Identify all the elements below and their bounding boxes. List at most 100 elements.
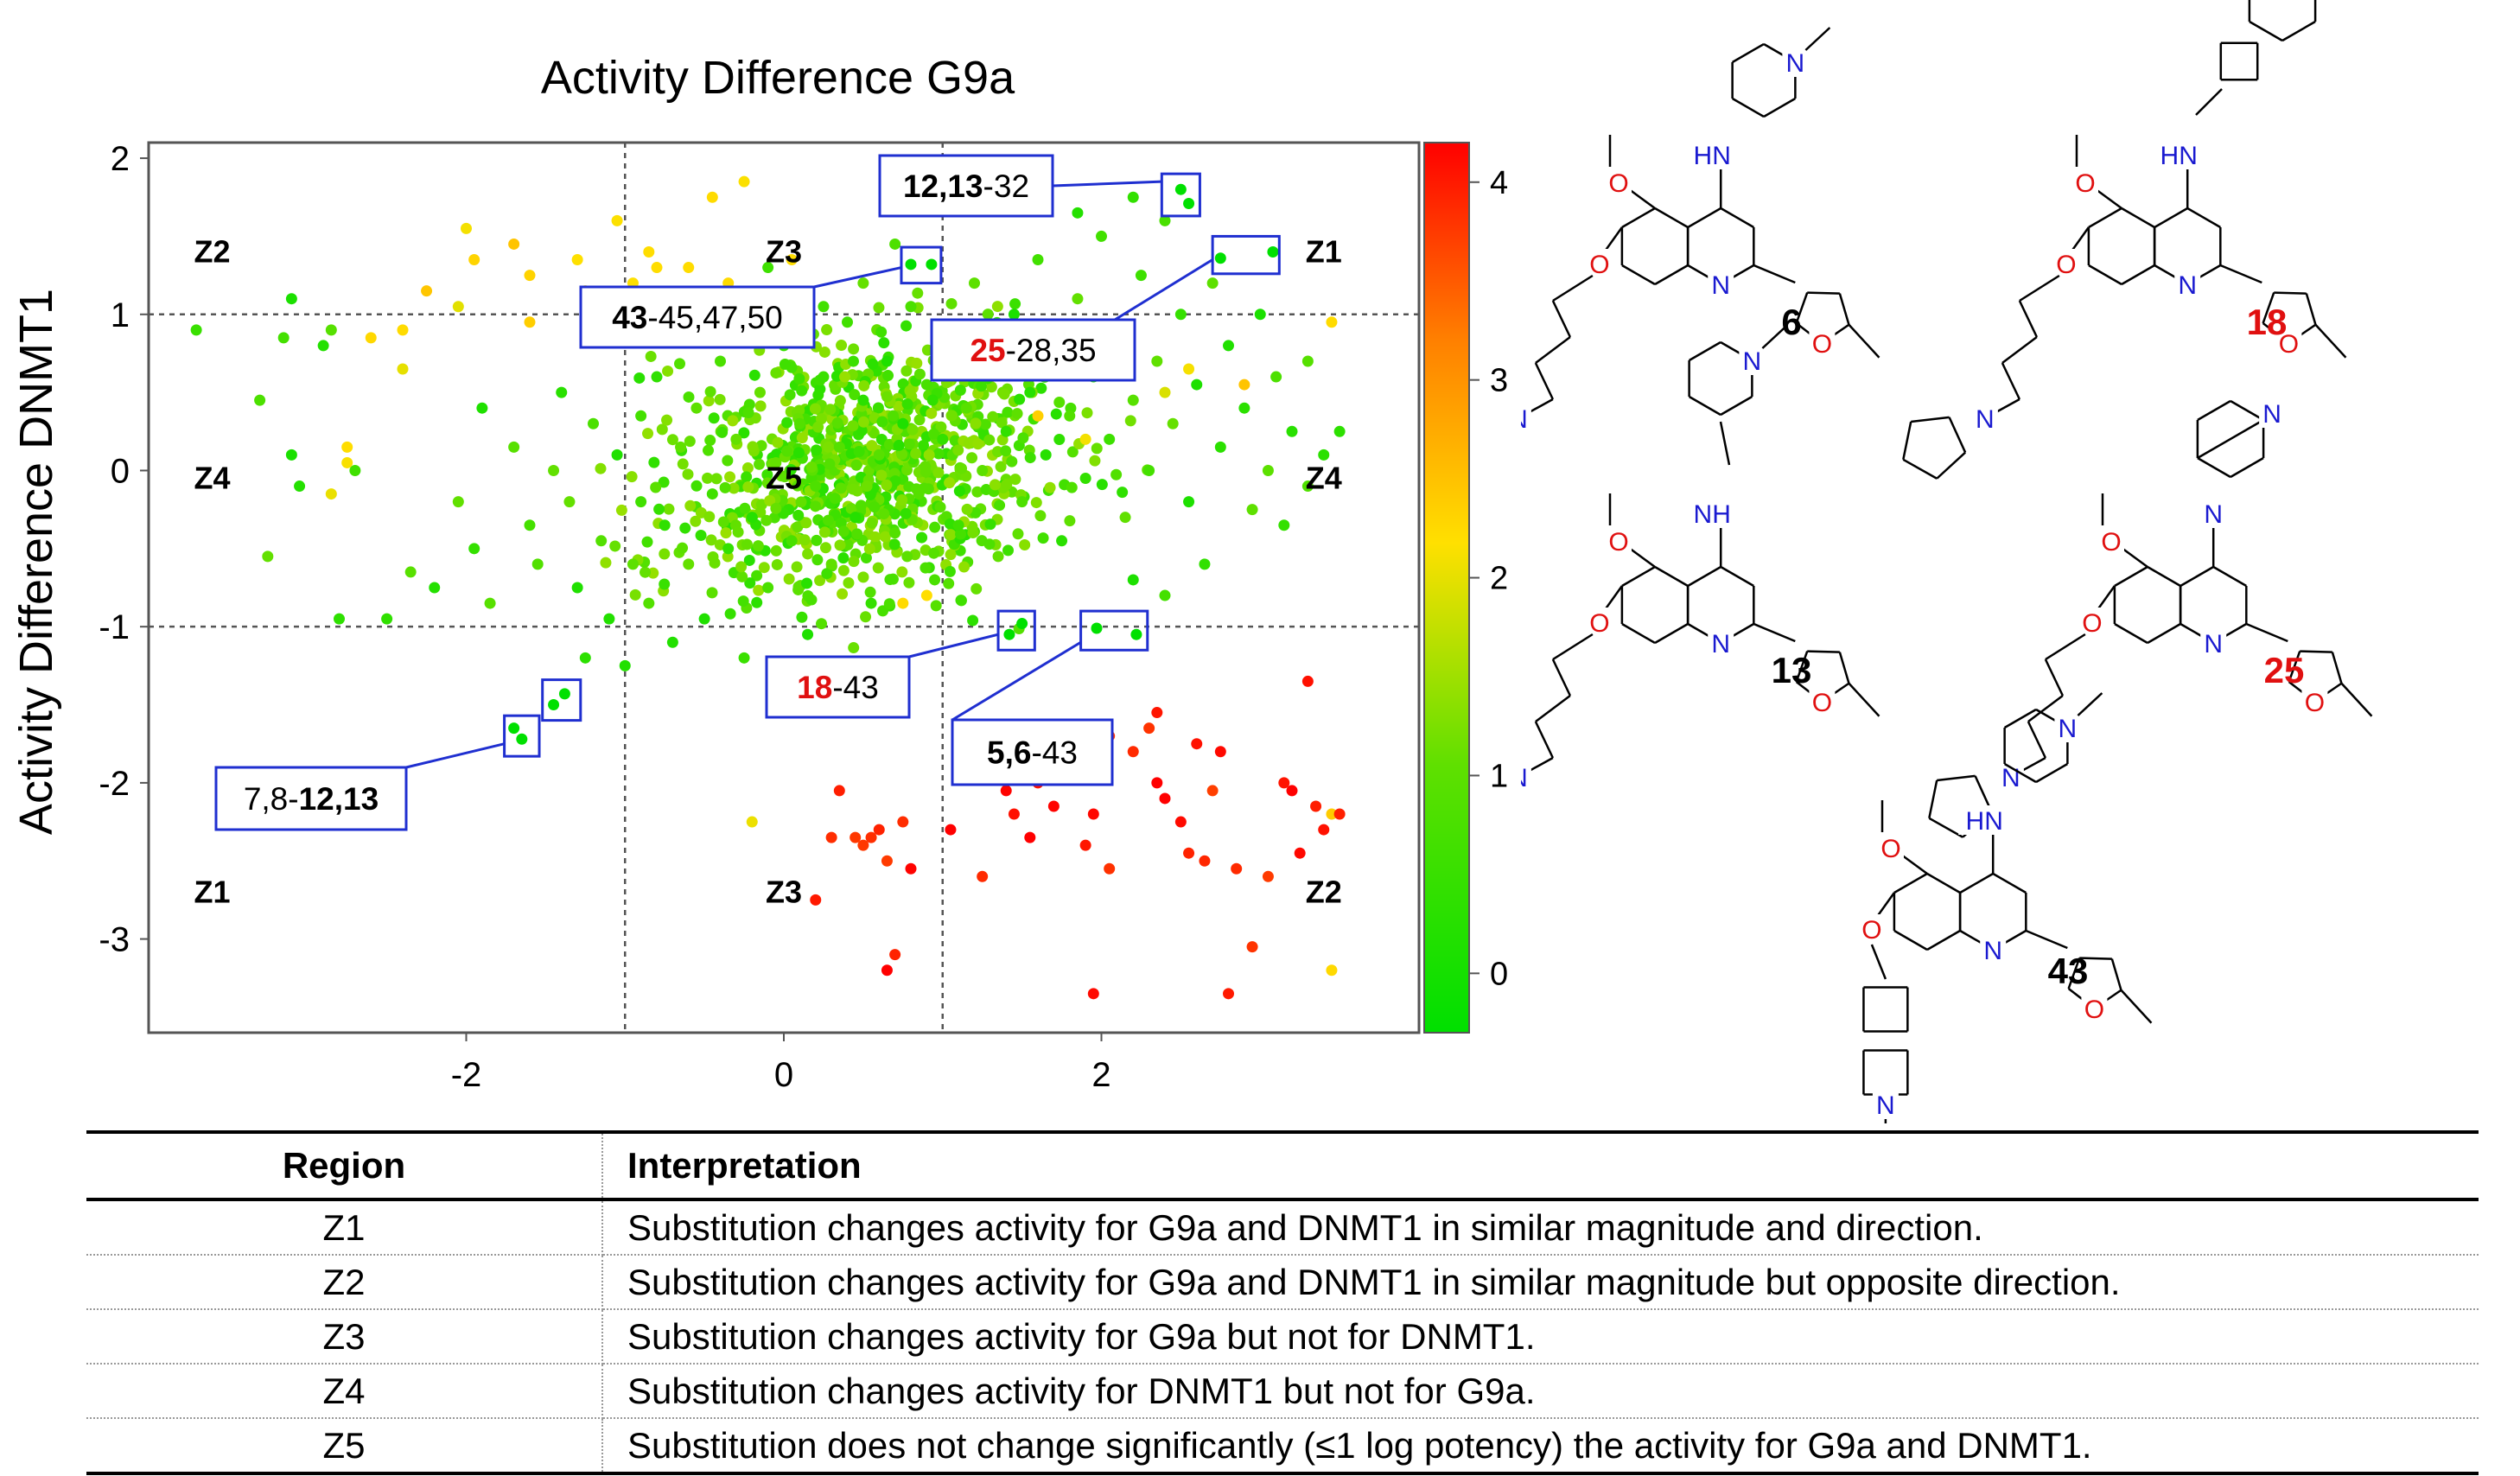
highlighted-point — [1091, 622, 1103, 634]
scatter-point — [262, 550, 274, 563]
scatter-point — [873, 824, 885, 836]
scatter-point — [1017, 432, 1029, 444]
scatter-point — [966, 452, 978, 464]
data-points — [190, 175, 1346, 1000]
highlighted-point — [926, 258, 938, 270]
scatter-point — [987, 410, 999, 423]
scatter-point — [1214, 746, 1226, 758]
scatter-point — [983, 538, 996, 550]
scatter-point — [690, 515, 702, 527]
scatter-point — [658, 476, 670, 488]
scatter-point — [739, 502, 751, 514]
atom-mask — [1708, 628, 1734, 658]
scatter-point — [325, 488, 337, 500]
scatter-point — [985, 381, 997, 393]
molecule-structures: NHNOOONNNHNOOONNNNHOOONNNNOOONNNHNOOONN … — [1521, 0, 2373, 1123]
scatter-point — [679, 522, 691, 534]
scatter-point — [1002, 406, 1014, 418]
scatter-point — [929, 574, 941, 586]
scatter-point — [349, 464, 361, 476]
atom-label: O — [2056, 251, 2076, 279]
scatter-point — [1183, 847, 1195, 859]
scatter-point — [738, 427, 750, 439]
bond — [2314, 323, 2347, 359]
scatter-point — [683, 391, 695, 403]
zone-label: Z4 — [1306, 461, 1342, 496]
highlighted-point — [1174, 183, 1187, 195]
atom-label: HN — [1966, 807, 2003, 836]
molecule-drawing: N HN O O O N N — [1521, 27, 1880, 434]
scatter-point — [1167, 417, 1179, 429]
scatter-point — [1159, 214, 1171, 226]
scatter-point — [744, 577, 756, 589]
atom-label: O — [1812, 689, 1832, 717]
callout-box — [579, 285, 816, 349]
bond — [1534, 362, 1555, 400]
bond — [1689, 395, 1721, 417]
scatter-point — [811, 554, 824, 566]
scatter-point — [889, 527, 901, 539]
bond — [2088, 207, 2122, 229]
scatter-point — [799, 534, 811, 546]
scatter-point — [992, 550, 1004, 563]
scatter-point — [1231, 862, 1243, 875]
scatter-point — [805, 594, 818, 606]
scatter-point — [793, 417, 805, 429]
bond — [2035, 762, 2068, 784]
bond — [1552, 633, 1594, 661]
atom-mask — [1606, 526, 1632, 556]
atom-label: HN — [2160, 142, 2198, 170]
scatter-point — [770, 544, 782, 557]
scatter-point — [1000, 425, 1012, 437]
bond — [1689, 340, 1721, 362]
scatter-point — [912, 287, 924, 299]
scatter-point — [911, 357, 923, 369]
atom-mask — [1686, 140, 1739, 169]
molecule-group: NHNOOONNNHNOOONNNNHOOONNNNOOONNNHNOOONN — [1521, 0, 2373, 1123]
atom-mask — [1878, 833, 1904, 862]
atom-mask — [1586, 608, 1613, 637]
scatter-point — [847, 483, 859, 495]
scatter-point — [684, 436, 696, 448]
scatter-point — [869, 501, 881, 513]
scatter-point — [1034, 510, 1047, 522]
colorbar-ticks: 0 1 2 3 4 — [1469, 165, 1508, 992]
scatter-point — [1301, 675, 1314, 687]
scatter-point — [792, 509, 805, 521]
highlighted-point — [1130, 628, 1142, 640]
scatter-point — [920, 466, 932, 478]
header-interpretation: Interpretation — [602, 1130, 2479, 1201]
scatter-point — [945, 824, 957, 836]
scatter-point — [825, 831, 837, 843]
bond — [2070, 226, 2090, 252]
scatter-point — [1096, 479, 1108, 491]
bond — [2001, 362, 2021, 400]
callout-leader — [1052, 180, 1162, 188]
scatter-point — [1278, 777, 1290, 789]
scatter-point — [1286, 785, 1298, 797]
scatter-point — [857, 839, 869, 851]
scatter-point — [991, 301, 1003, 313]
scatter-point — [635, 410, 647, 422]
scatter-point — [996, 417, 1008, 429]
scatter-point — [595, 462, 607, 474]
scatter-point — [875, 326, 888, 338]
region-cell: Z5 — [86, 1418, 603, 1475]
scatter-point — [1199, 558, 1211, 570]
scatter-point — [1081, 407, 1093, 419]
table-row: Z5 Substitution does not change signific… — [86, 1418, 2479, 1475]
bond — [2219, 264, 2262, 284]
y-axis-title: Activity Difference DNMT1 — [10, 289, 62, 835]
scatter-point — [659, 519, 671, 531]
atom-mask — [1739, 346, 1766, 375]
atom-mask — [2153, 140, 2205, 169]
bond — [1902, 458, 1938, 480]
bond — [2121, 207, 2155, 229]
scatter-point — [961, 503, 973, 515]
bond — [1534, 721, 1555, 759]
scatter-point — [728, 482, 740, 494]
scatter-point — [717, 516, 729, 528]
scatter-point — [969, 277, 980, 289]
scatter-point — [1223, 340, 1234, 352]
scatter-point — [743, 398, 755, 410]
